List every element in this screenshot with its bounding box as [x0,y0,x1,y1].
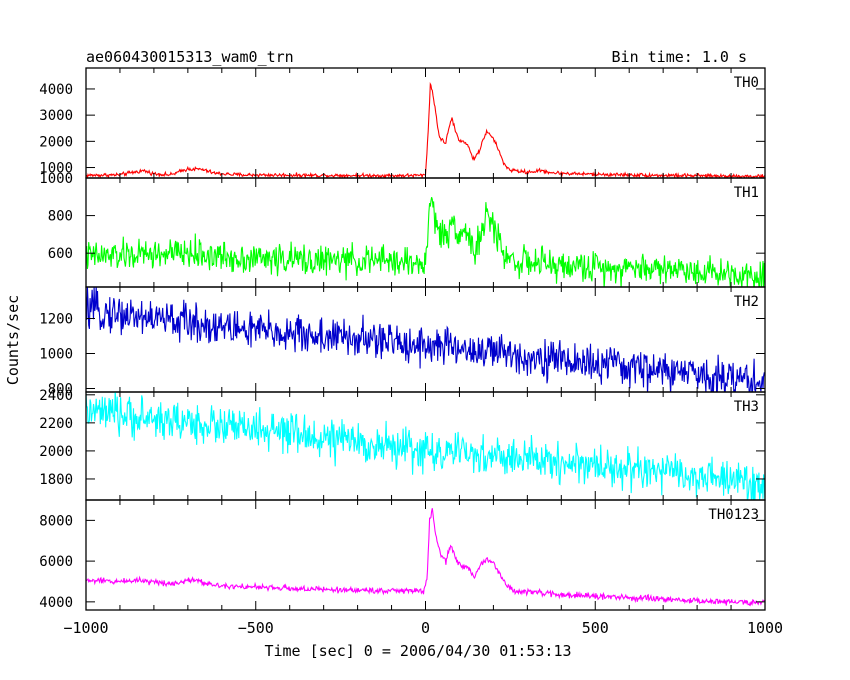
panel-label: TH1 [734,185,759,201]
bin-time-label: Bin time: 1.0 s [612,48,747,66]
y-tick-label: 2200 [39,416,73,432]
y-tick-label: 1800 [39,472,73,488]
panel-label: TH0 [734,75,759,91]
x-tick-label: 0 [421,619,430,637]
chart-title: ae060430015313_wam0_trn [86,48,294,66]
panel-th3: 1800 2000 2200 2400 TH3 [39,388,766,501]
y-tick-label: 2400 [39,388,73,404]
panel-label: TH3 [734,399,759,415]
panel-frame [85,67,766,179]
y-tick-label: 600 [48,246,73,262]
x-tick-label: 500 [582,619,609,637]
y-tick-label: 3000 [39,108,73,124]
y-tick-label: 1200 [39,312,73,328]
series-line-th3 [86,392,765,500]
panel-label: TH2 [734,294,759,310]
y-tick-label: 800 [48,382,73,398]
x-axis-label: Time [sec] 0 = 2006/04/30 01:53:13 [264,642,571,660]
y-tick-label: 8000 [39,513,73,529]
x-tick-label: −1000 [63,619,108,637]
panel-th2: 800 1000 1200 TH2 [39,286,766,398]
y-tick-label: 800 [48,209,73,225]
y-tick-label: 1000 [39,347,73,363]
y-tick-label: 2000 [39,444,73,460]
panel-th1: 600 800 1000 TH1 [39,171,766,288]
series-line-th1 [86,197,765,287]
panel-th0123: 4000 6000 8000 TH0123 [39,499,766,611]
x-tick-label: −500 [238,619,274,637]
series-line-th2 [86,287,765,392]
y-tick-label: 2000 [39,134,73,150]
panel-label: TH0123 [708,507,759,523]
panel-frame [85,499,766,611]
series-line-th0123 [86,508,765,607]
panel-th0: 1000 2000 3000 4000 TH0 [39,67,766,179]
y-tick-label: 4000 [39,595,73,611]
y-tick-label: 1000 [39,161,73,177]
y-tick-label: 1000 [39,171,73,187]
x-tick-label: 1000 [747,619,783,637]
y-axis-label: Counts/sec [4,295,22,385]
y-tick-label: 4000 [39,82,73,98]
y-tick-label: 6000 [39,554,73,570]
series-line-th0 [86,81,765,178]
